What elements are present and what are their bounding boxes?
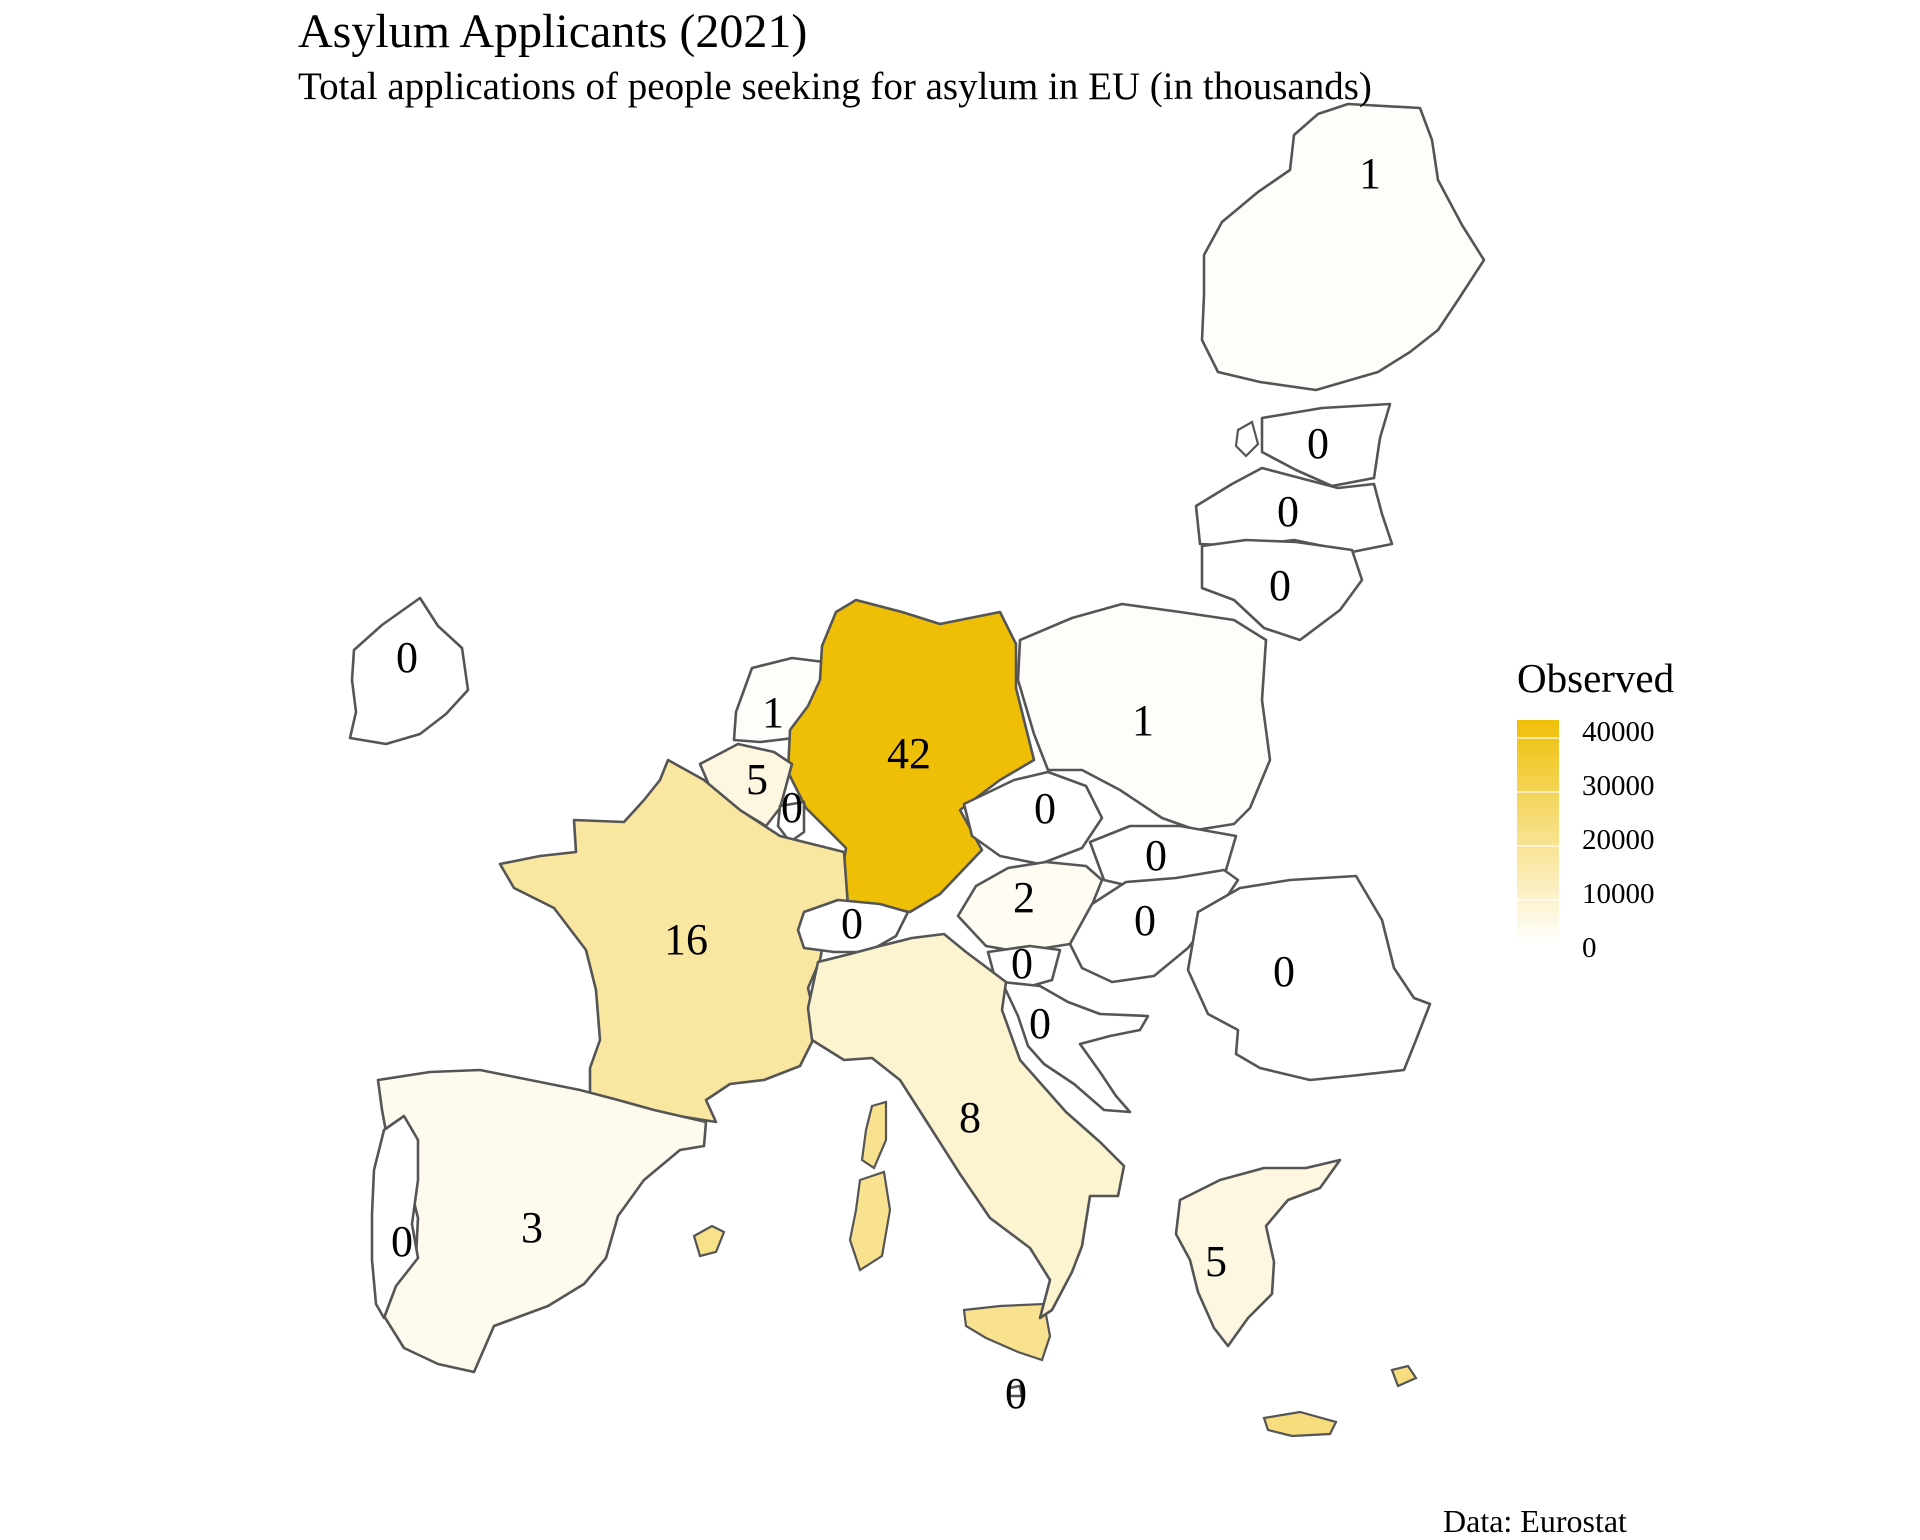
- legend-tick-mark: [1517, 845, 1559, 847]
- value-label-luxembourg: 0: [781, 783, 803, 832]
- value-label-belgium: 5: [746, 755, 768, 804]
- value-label-portugal: 0: [391, 1217, 413, 1266]
- value-label-ireland: 0: [396, 633, 418, 682]
- legend-color-bar: [1517, 720, 1559, 944]
- country-italy: [806, 932, 1126, 1320]
- map-title: Asylum Applicants (2021): [298, 5, 808, 58]
- value-label-greece: 5: [1205, 1237, 1227, 1286]
- country-luxembourg: [776, 800, 806, 844]
- mallorca-island: [692, 1224, 726, 1258]
- value-label-germany: 42: [887, 729, 931, 778]
- value-label-spain: 3: [521, 1203, 543, 1252]
- value-label-latvia: 0: [1277, 487, 1299, 536]
- country-romania: [1186, 874, 1432, 1082]
- country-malta: [1007, 1384, 1024, 1398]
- country-poland: [1016, 602, 1272, 832]
- legend-title: Observed: [1517, 655, 1675, 701]
- value-label-estonia: 0: [1307, 419, 1329, 468]
- country-estonia: [1260, 402, 1392, 488]
- legend-tick-label: 40000: [1582, 716, 1655, 748]
- value-label-france: 16: [664, 915, 708, 964]
- legend-tick-mark: [1517, 737, 1559, 739]
- legend-tick-label: 30000: [1582, 770, 1655, 802]
- crete-island: [1262, 1410, 1338, 1438]
- value-label-switzerland: 0: [841, 899, 863, 948]
- legend-tick-label: 0: [1582, 932, 1597, 964]
- country-lithuania: [1200, 538, 1364, 642]
- legend-tick-label: 20000: [1582, 824, 1655, 856]
- sicily-island: [962, 1302, 1052, 1362]
- value-label-hungary: 0: [1134, 896, 1156, 945]
- legend-tick-label: 10000: [1582, 878, 1655, 910]
- value-label-croatia: 0: [1029, 999, 1051, 1048]
- data-source-caption: Data: Eurostat: [1443, 1503, 1627, 1539]
- country-switzerland: [796, 898, 910, 954]
- value-label-finland: 1: [1359, 149, 1381, 198]
- value-label-malta: 0: [1005, 1369, 1027, 1418]
- value-label-italy: 8: [959, 1093, 981, 1142]
- value-label-romania: 0: [1273, 947, 1295, 996]
- value-label-czechia: 0: [1034, 784, 1056, 833]
- legend-tick-mark: [1517, 899, 1559, 901]
- legend-tick-mark: [1517, 791, 1559, 793]
- sardinia-island: [848, 1170, 892, 1272]
- country-latvia: [1194, 466, 1394, 554]
- value-label-poland: 1: [1132, 696, 1154, 745]
- value-label-austria: 2: [1013, 873, 1035, 922]
- map-subtitle: Total applications of people seeking for…: [298, 65, 1372, 108]
- value-label-lithuania: 0: [1269, 561, 1291, 610]
- country-finland: [1200, 102, 1486, 392]
- country-ireland: [348, 596, 470, 746]
- country-czechia: [962, 770, 1104, 866]
- value-label-slovakia: 0: [1145, 831, 1167, 880]
- country-greece: [1174, 1158, 1342, 1348]
- value-label-netherlands: 1: [762, 688, 784, 737]
- gotland-island: [1234, 420, 1260, 458]
- country-spain: [376, 1068, 708, 1374]
- country-portugal: [370, 1114, 420, 1320]
- country-croatia: [1000, 980, 1150, 1114]
- value-label-slovenia: 0: [1011, 939, 1033, 988]
- cyprus-island: [1390, 1364, 1418, 1388]
- corsica-island: [860, 1100, 888, 1170]
